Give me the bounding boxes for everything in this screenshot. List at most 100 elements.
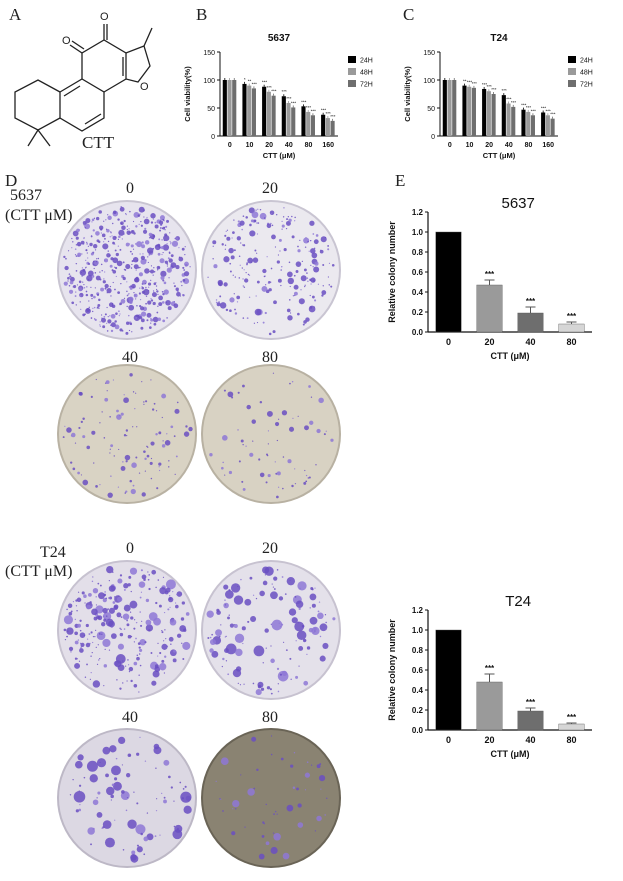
colony: [92, 275, 95, 278]
colony: [305, 480, 307, 482]
y-tick-label: 0: [211, 134, 215, 141]
colony: [157, 293, 159, 295]
colony: [178, 256, 184, 262]
colony: [123, 434, 127, 437]
colony: [166, 265, 169, 267]
colony: [96, 758, 107, 768]
x-tick-label: 80: [525, 142, 533, 149]
colony: [271, 224, 274, 227]
colony: [324, 814, 326, 816]
x-tick-label: 80: [566, 735, 576, 745]
x-tick-label: 0: [448, 142, 452, 149]
colony: [139, 664, 142, 667]
colony: [80, 642, 85, 647]
y-tick-label: 1.0: [412, 228, 424, 237]
colony: [85, 293, 89, 297]
colony: [117, 578, 123, 584]
colony: [276, 439, 279, 442]
colony: [224, 244, 227, 247]
colony: [151, 569, 157, 575]
colony: [295, 261, 302, 267]
colony: [182, 279, 186, 282]
colony: [108, 649, 111, 651]
legend-swatch-48H: [568, 68, 576, 75]
bar-24H-160: [541, 112, 546, 136]
colony: [166, 433, 168, 435]
colony: [246, 404, 251, 410]
colony: [79, 301, 81, 303]
colony: [306, 272, 308, 274]
colony: [93, 267, 95, 270]
colony: [165, 301, 168, 304]
colony: [116, 409, 119, 413]
colony: [269, 210, 275, 216]
colony: [133, 264, 139, 270]
colony: [263, 822, 265, 825]
colony: [98, 659, 100, 661]
colony: [144, 283, 146, 285]
colony: [225, 590, 234, 599]
colony: [132, 220, 135, 223]
bar-72H-0: [452, 80, 457, 136]
colony: [297, 312, 300, 316]
colony: [147, 289, 150, 292]
colony: [306, 761, 309, 764]
colony: [110, 322, 116, 328]
colony: [106, 228, 110, 233]
colony: [261, 834, 265, 838]
colony: [63, 628, 67, 632]
colony: [308, 305, 316, 313]
colony: [170, 786, 173, 789]
colony: [216, 608, 220, 612]
colony: [241, 626, 246, 631]
colony: [74, 662, 81, 669]
colony: [104, 591, 106, 593]
colony: [313, 266, 320, 273]
colony: [133, 683, 138, 688]
colony: [225, 643, 237, 655]
x-axis-label: CTT (μM): [491, 749, 530, 759]
colony: [229, 297, 235, 303]
colony: [307, 280, 309, 282]
colony: [297, 245, 299, 248]
colony: [292, 295, 294, 297]
colony: [180, 791, 192, 803]
colony: [239, 684, 242, 686]
colony: [123, 394, 125, 396]
colony: [277, 278, 282, 283]
colony: [154, 224, 159, 229]
colony: [103, 664, 108, 668]
colony: [126, 305, 128, 308]
colony: [108, 597, 110, 599]
colony: [153, 746, 162, 755]
colony: [154, 244, 161, 251]
colony: [112, 269, 117, 274]
colony: [207, 636, 210, 640]
bar-24H-40: [501, 95, 506, 136]
colony: [90, 235, 93, 237]
bar-48H-80: [526, 111, 531, 136]
colony: [90, 655, 92, 657]
colony: [126, 623, 130, 627]
colony: [62, 436, 65, 439]
colony: [68, 273, 71, 275]
colony: [80, 240, 85, 245]
colony: [120, 616, 123, 619]
colony: [147, 571, 149, 573]
colony: [224, 248, 226, 250]
colony: [135, 392, 137, 394]
colony: [132, 257, 139, 263]
colony: [154, 666, 161, 673]
y-tick-label: 0.6: [412, 268, 424, 277]
colony: [166, 267, 172, 273]
colony: [98, 210, 102, 214]
colony: [254, 249, 257, 252]
colony: [104, 382, 107, 384]
colony: [96, 631, 106, 641]
colony: [117, 238, 120, 241]
colony: [82, 221, 87, 225]
colony: [293, 274, 296, 277]
colony: [291, 484, 294, 488]
colony: [144, 268, 150, 274]
colony: [131, 263, 133, 266]
